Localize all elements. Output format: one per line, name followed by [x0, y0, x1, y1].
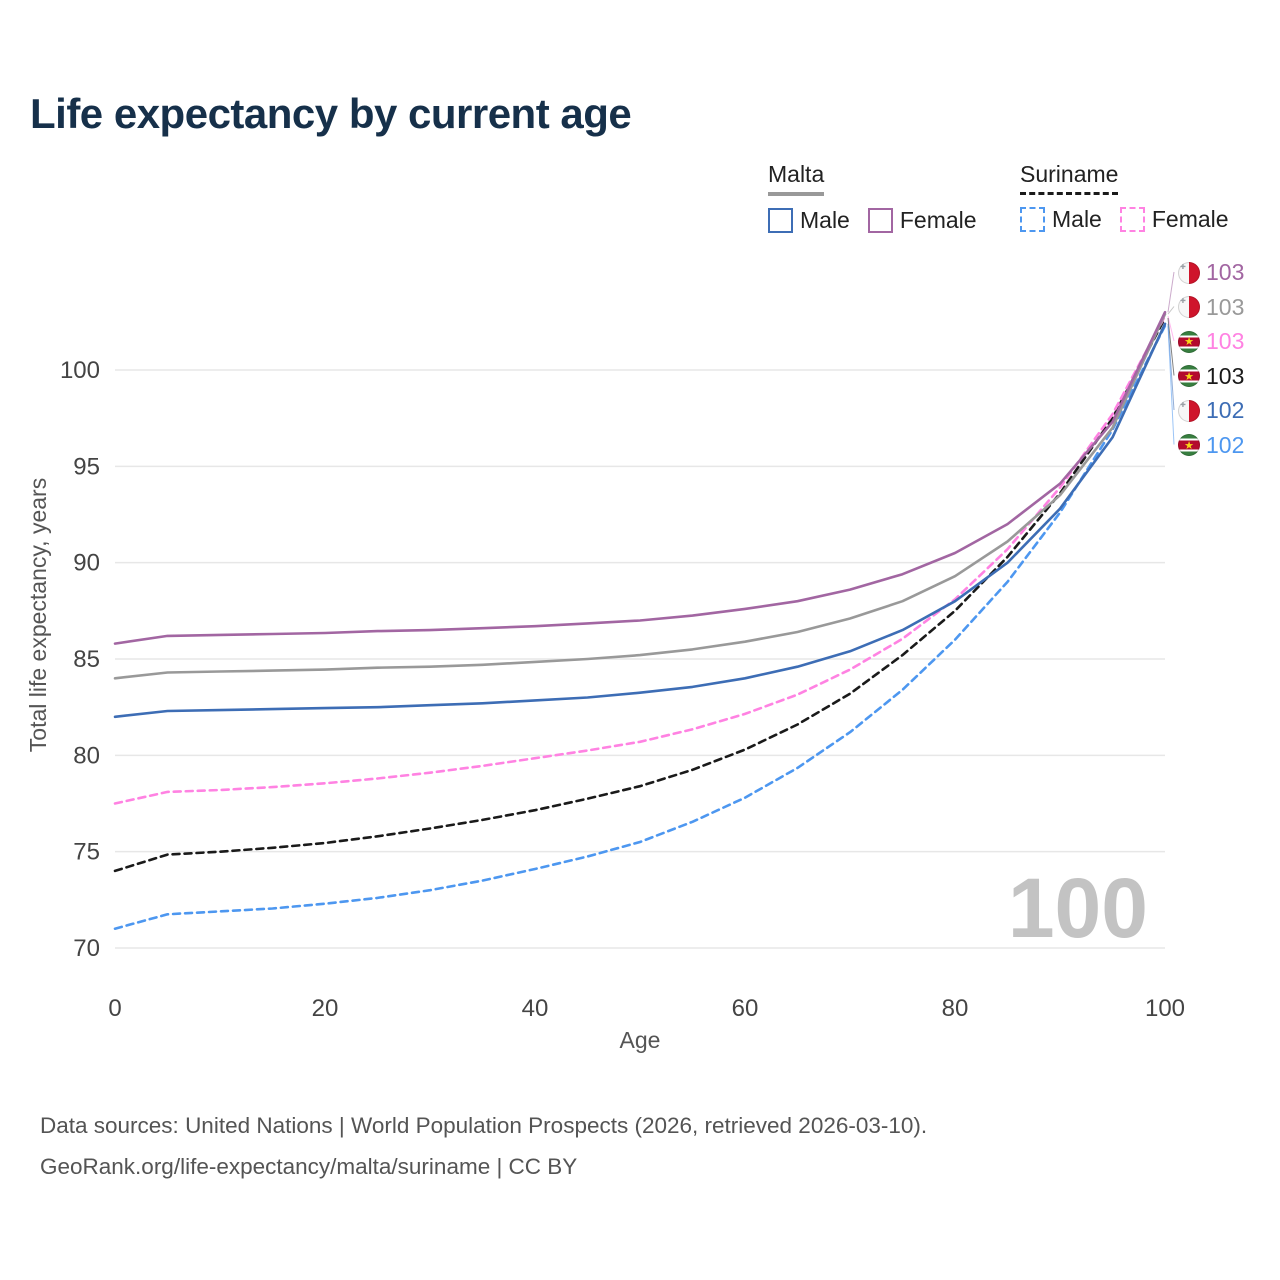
- suriname-flag-icon: [1178, 365, 1200, 387]
- data-sources-line: Data sources: United Nations | World Pop…: [40, 1113, 928, 1138]
- suriname-flag-icon: [1178, 330, 1200, 353]
- legend-country-suriname: Suriname: [1020, 161, 1119, 195]
- legend-label-suriname-female: Female: [1151, 206, 1229, 232]
- end-label-value: 102: [1206, 431, 1245, 458]
- end-label-suriname-male: 102: [1178, 431, 1245, 458]
- legend-item-malta-female[interactable]: Female: [867, 207, 977, 234]
- legend-item-suriname-male[interactable]: Male: [1020, 206, 1102, 233]
- y-tick-label: 75: [73, 839, 100, 866]
- end-label-leader: [1167, 306, 1175, 315]
- line-suriname-male: [113, 324, 1167, 931]
- x-tick-label: 100: [1145, 995, 1185, 1022]
- x-axis-title: Age: [620, 1027, 661, 1053]
- malta-flag-icon: [1178, 261, 1200, 284]
- end-label-leader: [1167, 271, 1175, 313]
- malta-flag-icon: [1178, 296, 1200, 318]
- end-label-malta-female: 103: [1178, 259, 1245, 285]
- legend-item-suriname-female[interactable]: Female: [1119, 206, 1229, 233]
- end-label-malta-both: 103: [1178, 293, 1245, 320]
- legend-label-suriname-male: Male: [1052, 206, 1102, 232]
- end-label-leader: [1167, 315, 1175, 342]
- end-label-leader: [1167, 317, 1175, 376]
- legend-group-malta: Malta Male Female: [768, 161, 995, 234]
- legend-label-malta-male: Male: [800, 207, 850, 233]
- end-label-malta-male: 102: [1178, 397, 1245, 423]
- attribution-line: GeoRank.org/life-expectancy/malta/surina…: [40, 1153, 578, 1179]
- end-label-suriname-both: 103: [1178, 362, 1245, 389]
- age-indicator: 100: [1007, 861, 1148, 955]
- line-malta-female: [113, 310, 1167, 645]
- end-label-value: 103: [1206, 362, 1245, 389]
- x-tick-label: 20: [312, 995, 339, 1022]
- end-label-leader: [1167, 323, 1175, 411]
- legend-label-malta-female: Female: [899, 207, 977, 233]
- end-label-suriname-female: 103: [1178, 328, 1245, 354]
- line-suriname-female: [113, 314, 1167, 805]
- y-tick-label: 95: [73, 453, 100, 480]
- legend-items-malta: Male Female: [768, 207, 995, 234]
- suriname-flag-icon: [1178, 434, 1200, 456]
- end-label-value: 102: [1206, 397, 1245, 423]
- suriname-female-swatch-icon: [1119, 207, 1145, 232]
- legend-country-malta: Malta: [768, 161, 825, 196]
- y-tick-label: 100: [60, 357, 100, 384]
- legend-items-suriname: Male Female: [1020, 206, 1247, 233]
- x-tick-label: 40: [522, 995, 549, 1022]
- y-tick-label: 70: [73, 935, 100, 962]
- y-tick-label: 80: [73, 742, 100, 769]
- page-title: Life expectancy by current age: [30, 90, 632, 137]
- end-label-value: 103: [1206, 259, 1245, 285]
- x-tick-label: 80: [942, 995, 969, 1022]
- end-label-value: 103: [1206, 293, 1245, 320]
- x-tick-label: 0: [108, 995, 121, 1022]
- end-label-leader: [1167, 325, 1175, 445]
- line-malta-both: [113, 312, 1167, 680]
- y-tick-label: 85: [73, 646, 100, 673]
- malta-female-swatch-icon: [867, 208, 893, 233]
- legend-item-malta-male[interactable]: Male: [768, 207, 850, 234]
- y-axis-title: Total life expectancy, years: [25, 478, 51, 752]
- line-suriname-both: [113, 316, 1167, 873]
- end-label-value: 103: [1206, 328, 1245, 354]
- footer: Data sources: United Nations | World Pop…: [40, 1106, 927, 1187]
- legend-group-suriname: Suriname Male Female: [1020, 161, 1247, 233]
- x-tick-label: 60: [732, 995, 759, 1022]
- suriname-male-swatch-icon: [1020, 207, 1045, 232]
- y-tick-label: 90: [73, 550, 100, 577]
- line-malta-male: [113, 322, 1167, 719]
- malta-male-swatch-icon: [768, 208, 793, 233]
- malta-flag-icon: [1178, 399, 1200, 422]
